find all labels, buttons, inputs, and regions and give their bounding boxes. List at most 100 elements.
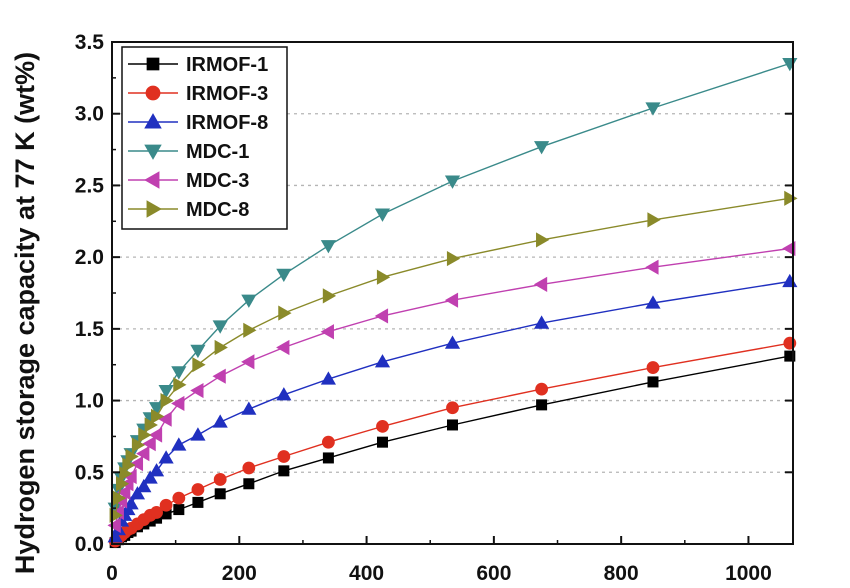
data-point — [784, 350, 796, 362]
data-point — [783, 336, 797, 350]
data-point — [171, 366, 187, 380]
data-point — [213, 473, 227, 486]
data-point — [160, 392, 174, 409]
legend-label: MDC-3 — [186, 170, 249, 192]
data-point — [190, 382, 204, 399]
legend-marker — [144, 171, 160, 189]
y-tick-label: 3.0 — [75, 103, 104, 126]
data-point — [192, 357, 206, 373]
data-point — [192, 496, 204, 508]
data-point — [376, 269, 391, 285]
data-point — [243, 478, 255, 490]
data-point — [241, 294, 257, 308]
y-axis-title: Hydrogen storage capacity at 77 K (wt%) — [10, 52, 40, 574]
data-point — [142, 436, 156, 452]
data-point — [322, 288, 337, 304]
data-point — [374, 208, 391, 222]
data-point — [243, 322, 257, 338]
x-axis: 0 200 400 600 800 1000 — [106, 536, 772, 585]
data-point — [376, 419, 389, 433]
data-point — [322, 452, 334, 464]
data-point — [277, 450, 291, 463]
y-tick-label: 3.5 — [75, 31, 105, 54]
data-point — [190, 427, 206, 441]
data-point — [129, 486, 146, 500]
data-point — [444, 175, 461, 189]
legend-label: MDC-1 — [186, 141, 249, 163]
y-tick-label: 2.5 — [75, 174, 105, 197]
data-point — [645, 295, 661, 309]
x-tick-label: 1000 — [725, 562, 772, 585]
legend-marker — [146, 57, 160, 71]
data-point — [190, 344, 206, 359]
data-point — [320, 240, 336, 254]
y-axis: 0.0 0.5 1.0 1.5 2.0 2.5 3.0 3.5 — [75, 31, 793, 556]
x-tick-label: 600 — [476, 562, 511, 585]
data-point — [148, 402, 165, 416]
data-point — [112, 490, 127, 506]
legend-item: IRMOF-1 — [128, 54, 268, 76]
series-irmof-8 — [107, 273, 798, 543]
x-tick-label: 800 — [604, 562, 639, 585]
data-point — [214, 339, 228, 356]
data-point — [534, 315, 550, 329]
data-point — [214, 488, 226, 500]
legend-item: MDC-3 — [128, 170, 249, 192]
data-point — [150, 408, 165, 424]
legend-label: IRMOF-3 — [186, 83, 268, 105]
legend-item: IRMOF-3 — [128, 83, 268, 105]
data-point — [125, 448, 139, 465]
data-point — [782, 273, 798, 288]
data-point — [109, 507, 123, 523]
data-point — [276, 339, 290, 356]
data-point — [242, 461, 256, 475]
y-tick-label: 1.5 — [75, 318, 105, 341]
y-tick-label: 1.0 — [75, 390, 104, 413]
y-tick-label: 0.0 — [75, 533, 104, 556]
data-point — [647, 376, 659, 388]
data-point — [148, 463, 165, 477]
data-point — [320, 371, 336, 385]
data-point — [376, 436, 388, 448]
data-point — [171, 437, 187, 451]
data-point — [158, 411, 172, 427]
data-point — [446, 250, 461, 267]
data-point — [646, 361, 660, 374]
data-point — [173, 504, 185, 516]
data-point — [148, 427, 163, 443]
data-point — [321, 435, 335, 449]
legend-marker — [145, 85, 161, 101]
data-point — [241, 401, 257, 415]
legend: IRMOF-1 IRMOF-3 IRMOF-8 MDC-1 MDC-3 MDC-8 — [121, 46, 288, 230]
data-point — [276, 268, 292, 283]
x-tick-label: 0 — [106, 562, 118, 585]
legend-box — [121, 46, 288, 230]
data-point — [107, 517, 121, 533]
data-point — [142, 470, 158, 484]
data-point — [374, 308, 389, 324]
data-point — [129, 456, 144, 472]
data-point — [278, 465, 290, 477]
data-point — [136, 446, 150, 462]
series-line-irmof-1 — [114, 355, 790, 544]
series-line-irmof-3 — [114, 342, 790, 542]
legend-marker — [144, 113, 162, 129]
x-tick-label: 200 — [222, 562, 257, 585]
legend-item: MDC-8 — [128, 199, 249, 221]
series-mdc-3 — [107, 240, 796, 533]
legend-label: MDC-8 — [186, 199, 249, 221]
data-point — [645, 102, 661, 116]
data-point — [446, 419, 458, 431]
legend-item: IRMOF-8 — [128, 112, 268, 134]
data-point — [117, 484, 131, 500]
y-tick-label: 2.0 — [75, 246, 104, 269]
data-point — [241, 354, 255, 370]
data-point — [278, 305, 292, 321]
data-point — [212, 368, 226, 384]
data-point — [276, 387, 292, 401]
data-point — [212, 320, 228, 334]
data-point — [158, 384, 174, 399]
data-point — [171, 395, 185, 412]
legend-label: IRMOF-8 — [186, 112, 268, 134]
